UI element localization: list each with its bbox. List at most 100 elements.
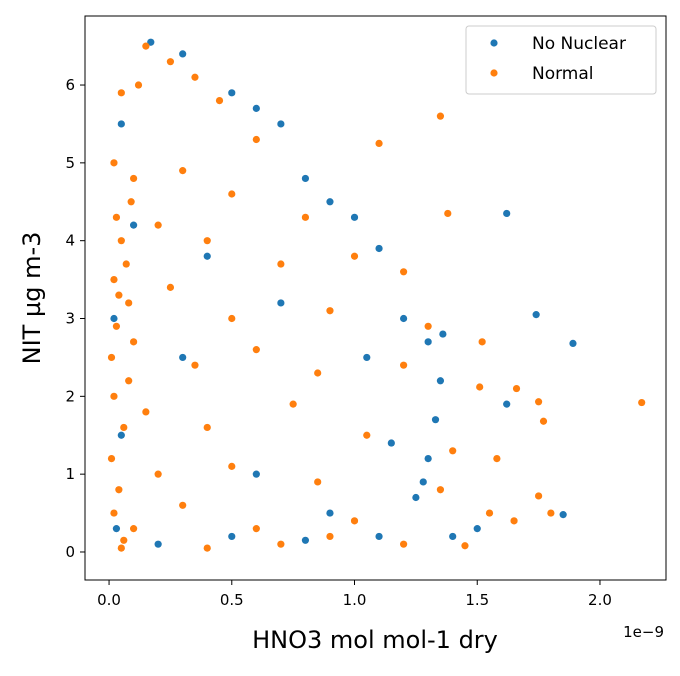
point: [424, 322, 432, 330]
point: [350, 517, 359, 525]
point: [117, 431, 125, 439]
legend-label: Normal: [532, 64, 594, 84]
points: [107, 38, 646, 552]
point: [532, 311, 540, 319]
y-tick-label: 3: [65, 310, 75, 328]
point: [424, 454, 432, 463]
legend-label: No Nuclear: [532, 34, 626, 54]
point: [289, 400, 297, 408]
y-tick-label: 1: [65, 465, 75, 483]
point: [117, 544, 125, 552]
point: [473, 525, 481, 533]
x-tick-label: 0.5: [220, 591, 244, 609]
y-tick-label: 4: [65, 232, 75, 250]
point: [115, 486, 123, 494]
point: [203, 237, 211, 245]
point: [112, 322, 121, 330]
point: [547, 509, 555, 517]
point: [375, 244, 383, 253]
point: [107, 454, 116, 463]
point: [436, 377, 445, 385]
point: [154, 221, 162, 229]
point: [130, 174, 138, 183]
point: [301, 174, 310, 183]
point: [112, 213, 121, 221]
point: [110, 275, 118, 284]
point: [203, 423, 211, 432]
point: [424, 338, 432, 346]
point: [110, 392, 118, 400]
point: [400, 268, 408, 276]
point: [301, 213, 310, 221]
point: [314, 478, 322, 486]
point: [326, 307, 334, 315]
point: [512, 384, 521, 393]
point: [147, 38, 155, 46]
point: [228, 190, 236, 198]
point: [400, 361, 408, 369]
point: [444, 209, 452, 218]
point: [326, 198, 334, 206]
point: [252, 104, 260, 112]
point: [117, 120, 125, 128]
point: [120, 423, 128, 432]
point: [510, 517, 518, 525]
point: [363, 431, 371, 439]
point: [535, 492, 543, 500]
point: [449, 532, 457, 541]
point: [130, 525, 138, 533]
point: [134, 81, 143, 89]
point: [412, 493, 420, 502]
point: [110, 159, 118, 167]
point: [350, 213, 359, 221]
point: [142, 42, 150, 50]
x-axis-label: HNO3 mol mol-1 dry: [252, 626, 498, 654]
point: [252, 470, 260, 478]
point: [277, 120, 285, 128]
point: [127, 198, 135, 206]
x-tick-label: 0.0: [97, 591, 121, 609]
point: [228, 462, 236, 470]
point: [375, 139, 383, 148]
point: [301, 536, 310, 544]
point: [326, 509, 334, 517]
point: [638, 398, 646, 407]
point: [110, 509, 118, 517]
x-tick-label: 2.0: [588, 591, 612, 609]
point: [493, 454, 501, 463]
point: [559, 511, 567, 519]
point: [387, 439, 395, 447]
point: [228, 314, 236, 323]
point: [191, 73, 199, 81]
point: [142, 408, 150, 416]
point: [400, 540, 408, 548]
point: [166, 283, 175, 291]
point: [277, 540, 285, 548]
point: [436, 112, 445, 120]
point: [115, 291, 123, 299]
point: [252, 525, 260, 533]
point: [112, 525, 121, 533]
point: [107, 353, 116, 362]
point: [539, 417, 548, 425]
point: [154, 470, 162, 478]
point: [122, 260, 130, 268]
point: [125, 377, 133, 385]
point: [130, 338, 138, 346]
point: [326, 532, 334, 541]
legend-box: [465, 25, 657, 95]
point: [125, 299, 133, 307]
x-offset-label: 1e−9: [623, 623, 664, 641]
point: [154, 540, 162, 548]
point: [277, 260, 285, 268]
point: [503, 400, 511, 408]
point: [110, 314, 118, 323]
x-tick-label: 1.5: [465, 591, 489, 609]
point: [314, 369, 322, 377]
point: [461, 542, 469, 550]
point: [478, 338, 486, 346]
point: [419, 478, 427, 486]
point: [485, 509, 494, 517]
y-tick-label: 2: [65, 387, 75, 405]
legend-marker: [490, 69, 498, 77]
